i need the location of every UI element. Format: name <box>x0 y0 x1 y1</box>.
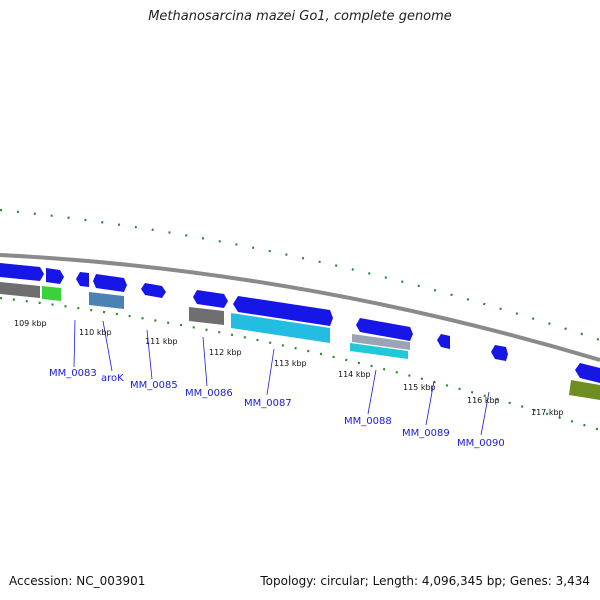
inner-dotted-ring <box>0 296 600 432</box>
gene-arrow[interactable] <box>46 268 64 284</box>
gene-arrow[interactable] <box>356 318 413 341</box>
olive-feature[interactable] <box>569 380 600 400</box>
gene-arrow[interactable] <box>76 272 89 287</box>
gene-label[interactable]: MM_0087 <box>244 398 292 409</box>
gene-label[interactable]: MM_0088 <box>344 416 392 427</box>
gray-feature[interactable] <box>189 307 224 325</box>
gene-arrow[interactable] <box>575 363 600 383</box>
gray-stripes-feature[interactable] <box>352 334 410 350</box>
gene-arrow[interactable] <box>93 274 127 292</box>
tick-label: 114 kbp <box>338 370 371 379</box>
gene-arrow[interactable] <box>437 334 450 349</box>
outer-dotted-ring <box>0 208 600 342</box>
gene-label[interactable]: MM_0089 <box>402 428 450 439</box>
gene-arrow[interactable] <box>233 296 333 326</box>
tick-label: 117 kbp <box>531 408 564 417</box>
gray-feature[interactable] <box>0 282 40 298</box>
gene-arrow[interactable] <box>0 263 44 281</box>
gene-label[interactable]: MM_0086 <box>185 388 233 399</box>
accession-label: Accession: NC_003901 <box>9 574 146 588</box>
tick-label: 110 kbp <box>79 328 112 337</box>
steel-feature[interactable] <box>89 292 124 309</box>
tick-label: 113 kbp <box>274 359 307 368</box>
map-title: Methanosarcina mazei Go1, complete genom… <box>148 9 452 24</box>
gene-label[interactable]: aroK <box>101 373 124 384</box>
genome-backbone <box>0 253 600 362</box>
tick-label: 115 kbp <box>403 383 436 392</box>
cyan-feature[interactable] <box>231 313 330 343</box>
gene-label[interactable]: MM_0090 <box>457 438 505 449</box>
gene-arrow[interactable] <box>193 290 228 308</box>
gene-arrow[interactable] <box>491 345 508 361</box>
genome-summary: Topology: circular; Length: 4,096,345 bp… <box>260 574 590 588</box>
gene-label[interactable]: MM_0083 <box>49 368 97 379</box>
tick-label: 112 kbp <box>209 348 242 357</box>
tick-label: 111 kbp <box>145 337 178 346</box>
tick-label: 109 kbp <box>14 319 47 328</box>
gene-arrow[interactable] <box>141 283 166 298</box>
cyan-stripe-feature[interactable] <box>350 343 408 359</box>
lime-feature[interactable] <box>42 286 61 301</box>
tick-label: 116 kbp <box>467 396 500 405</box>
gene-label[interactable]: MM_0085 <box>130 380 178 391</box>
